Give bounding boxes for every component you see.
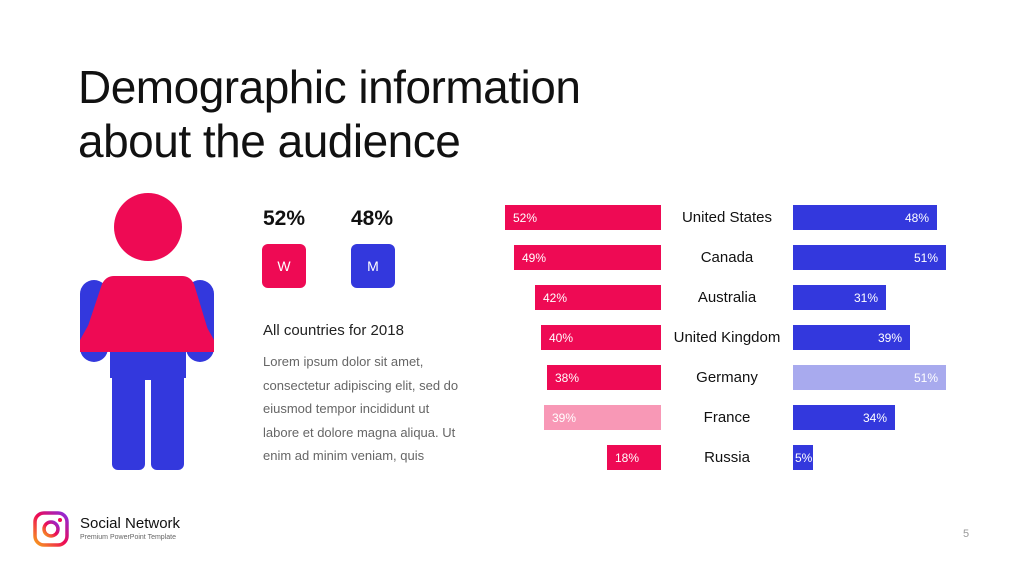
men-bar: 31%: [793, 285, 886, 310]
women-percent: 52%: [263, 207, 306, 230]
women-bar: 42%: [535, 285, 661, 310]
women-bar: 18%: [607, 445, 661, 470]
country-label: Canada: [700, 249, 754, 266]
men-bar: 51%: [793, 365, 946, 390]
title-line-1: Demographic information: [78, 61, 581, 113]
page-number: 5: [963, 528, 970, 540]
footer-brand: Social Network: [80, 515, 181, 532]
country-label: United States: [681, 209, 773, 226]
men-bar: 48%: [793, 205, 937, 230]
country-label: Germany: [696, 369, 758, 386]
women-badge: W: [262, 244, 306, 288]
women-bar: 40%: [541, 325, 661, 350]
men-bar: 34%: [793, 405, 895, 430]
men-percent: 48%: [351, 207, 394, 230]
men-badge: M: [351, 244, 395, 288]
country-label: France: [703, 409, 751, 426]
women-bar: 49%: [514, 245, 661, 270]
men-bar: 39%: [793, 325, 910, 350]
footer-tagline: Premium PowerPoint Template: [80, 534, 176, 541]
women-bar: 38%: [547, 365, 661, 390]
description-heading: All countries for 2018: [263, 322, 404, 339]
country-label: United Kingdom: [673, 329, 781, 346]
description-text: Lorem ipsum dolor sit amet, consectetur …: [263, 354, 459, 463]
page-title: Demographic information about the audien…: [78, 60, 581, 168]
women-bar: 39%: [544, 405, 661, 430]
instagram-icon: [33, 511, 69, 547]
men-bar: 51%: [793, 245, 946, 270]
country-label: Australia: [697, 289, 757, 306]
women-bar: 52%: [505, 205, 661, 230]
men-bar: 5%: [793, 445, 813, 470]
title-line-2: about the audience: [78, 115, 461, 167]
country-label: Russia: [704, 449, 750, 466]
